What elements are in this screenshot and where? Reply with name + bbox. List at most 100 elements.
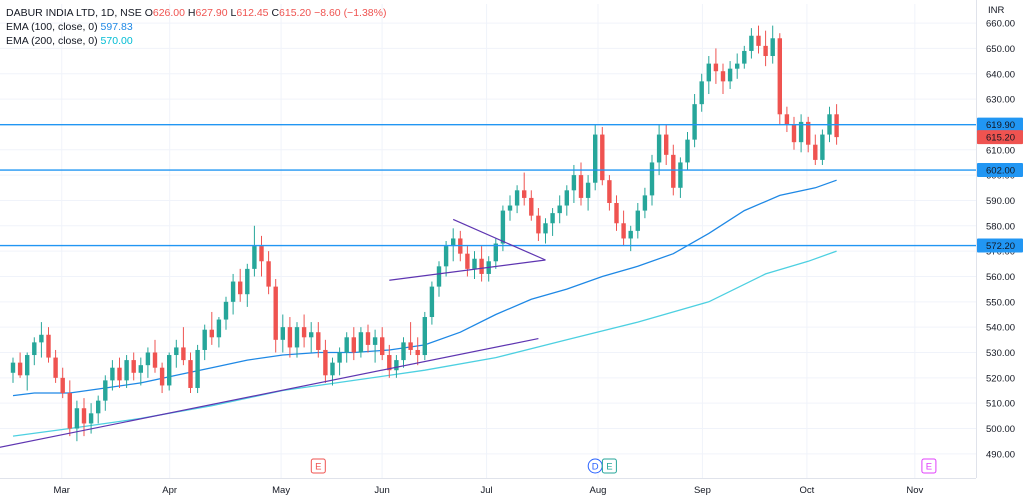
candle-body: [443, 246, 449, 267]
candle-body: [692, 104, 697, 140]
price-tick-label: 580.00: [986, 221, 1015, 232]
earnings-badge: [310, 458, 326, 474]
candle-body: [238, 281, 243, 295]
candle-body: [649, 162, 655, 196]
ema100-legend[interactable]: EMA (100, close, 0) 597.83: [6, 20, 386, 34]
candle-body: [181, 347, 186, 361]
ema200-legend[interactable]: EMA (200, close, 0) 570.00: [6, 34, 386, 48]
candle-body: [664, 134, 669, 155]
candle-body: [10, 362, 16, 373]
high-value: 627.90: [195, 7, 228, 19]
trendline: [452, 218, 546, 261]
candle-body: [585, 182, 591, 198]
candle-body: [500, 210, 506, 244]
horizontal-lines[interactable]: [0, 124, 976, 247]
candle-body: [316, 332, 321, 350]
candle-body: [543, 223, 548, 234]
candle-body: [351, 337, 356, 353]
currency-label: INR: [988, 5, 1005, 16]
price-tick-label: 520.00: [986, 373, 1015, 384]
candle-body: [720, 71, 726, 82]
ema100-line: [12, 179, 837, 397]
candle-body: [791, 124, 797, 143]
candle-body: [365, 332, 371, 345]
candle-body: [131, 360, 136, 373]
candle-body: [216, 319, 222, 338]
candle-body: [32, 342, 37, 356]
candle-body: [678, 162, 683, 188]
candle-body: [607, 180, 612, 203]
event-badge-label: E: [315, 462, 321, 473]
candle-body: [642, 195, 648, 211]
candle-body: [124, 360, 129, 381]
change-value: −8.60 (−1.38%): [314, 7, 387, 19]
candle-body: [344, 337, 349, 353]
event-badge-label: E: [606, 462, 612, 473]
time-tick-label: Jun: [374, 485, 389, 496]
chart-legend: DABUR INDIA LTD, 1D, NSE O626.00 H627.90…: [6, 6, 386, 48]
ema100-value: 597.83: [100, 21, 133, 33]
trendline: [389, 259, 546, 281]
candle-body: [60, 377, 65, 394]
candle-body: [571, 175, 577, 191]
candle-body: [507, 205, 513, 211]
candle-body: [713, 63, 719, 72]
price-tick-label: 530.00: [986, 348, 1015, 359]
candle-body: [593, 134, 598, 183]
candle-body: [117, 367, 122, 381]
candle-body: [309, 332, 314, 338]
candle-body: [167, 355, 172, 386]
candle-body: [230, 281, 236, 302]
candle-body: [699, 81, 704, 105]
candle-body: [415, 349, 420, 356]
candle-body: [53, 357, 58, 378]
trend-lines[interactable]: [0, 218, 546, 448]
candle-body: [209, 329, 214, 338]
open-value: 626.00: [152, 7, 185, 19]
chart-grid: [0, 4, 976, 478]
candle-body: [600, 134, 605, 181]
candle-body: [536, 215, 541, 234]
candle-body: [287, 327, 293, 348]
candle-body: [408, 342, 413, 350]
candle-body: [74, 408, 80, 429]
last-price-tag: [977, 130, 1023, 145]
candle-body: [280, 327, 285, 340]
price-tick-label: 510.00: [986, 399, 1015, 410]
earnings-badge: [601, 458, 617, 474]
symbol-label[interactable]: DABUR INDIA LTD, 1D, NSE: [6, 7, 142, 19]
price-tick-label: 650.00: [986, 44, 1015, 55]
candles: [10, 25, 839, 442]
candle-body: [706, 63, 711, 82]
candle-body: [451, 238, 456, 247]
candle-body: [436, 266, 442, 287]
candle-body: [834, 114, 839, 138]
candle-body: [46, 334, 51, 358]
candle-body: [358, 332, 364, 353]
candle-body: [394, 360, 399, 371]
ema100-path: [12, 179, 837, 397]
candle-body: [727, 68, 733, 82]
price-tick-label: 590.00: [986, 196, 1015, 207]
candle-body: [671, 154, 676, 188]
candle-body: [17, 362, 23, 376]
candle-body: [138, 365, 143, 373]
candle-body: [145, 352, 151, 366]
time-tick-label: Oct: [800, 485, 815, 496]
candle-body: [188, 360, 193, 388]
time-axis[interactable]: Mar Apr May Jun Jul Aug Sep Oct Nov: [54, 485, 924, 496]
candle-body: [81, 408, 87, 424]
candle-body: [330, 362, 335, 376]
candle-body: [202, 329, 207, 350]
candle-body: [152, 352, 158, 368]
candle-body: [529, 197, 534, 216]
candle-body: [479, 258, 484, 274]
last-price-label: 615.20: [986, 133, 1015, 144]
candle-body: [472, 258, 477, 269]
hline-price-tag: [977, 238, 1023, 253]
low-value: 612.45: [236, 7, 269, 19]
hline-price-label: 572.20: [986, 241, 1015, 252]
